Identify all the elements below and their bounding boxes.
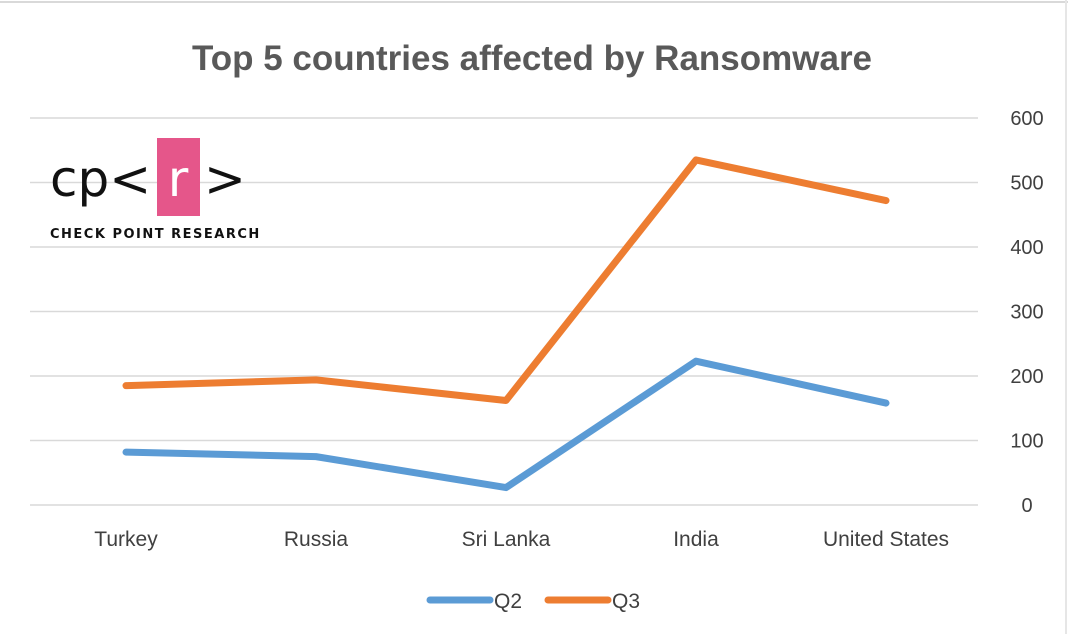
logo-prefix: cp< bbox=[50, 150, 151, 208]
y-axis-ticks: 0 100 200 300 400 500 600 bbox=[1010, 108, 1043, 517]
y-tick-label: 0 bbox=[1021, 495, 1032, 517]
x-tick-label: India bbox=[673, 528, 719, 551]
chart-title: Top 5 countries affected by Ransomware bbox=[192, 39, 872, 78]
y-tick-label: 100 bbox=[1010, 431, 1043, 453]
logo-highlight-box bbox=[157, 138, 200, 216]
y-tick-label: 200 bbox=[1010, 366, 1043, 388]
legend-label-q3: Q3 bbox=[612, 590, 640, 613]
y-tick-label: 500 bbox=[1010, 173, 1043, 195]
y-tick-label: 300 bbox=[1010, 302, 1043, 324]
x-axis-ticks: Turkey Russia Sri Lanka India United States bbox=[94, 528, 949, 551]
logo-highlight-letter: r bbox=[168, 150, 189, 208]
gridlines bbox=[30, 117, 978, 506]
y-tick-label: 400 bbox=[1010, 237, 1043, 259]
x-tick-label: United States bbox=[823, 528, 949, 551]
series-group bbox=[122, 156, 890, 492]
cpr-logo: cp< r > CHECK POINT RESEARCH bbox=[50, 138, 261, 242]
y-tick-label: 600 bbox=[1010, 108, 1043, 130]
logo-caption: CHECK POINT RESEARCH bbox=[50, 227, 261, 242]
x-tick-label: Russia bbox=[284, 528, 349, 551]
legend-label-q2: Q2 bbox=[494, 590, 522, 613]
x-tick-label: Turkey bbox=[94, 528, 158, 551]
x-tick-label: Sri Lanka bbox=[462, 528, 551, 551]
legend: Q2 Q3 bbox=[426, 590, 640, 613]
logo-suffix: > bbox=[204, 150, 246, 208]
